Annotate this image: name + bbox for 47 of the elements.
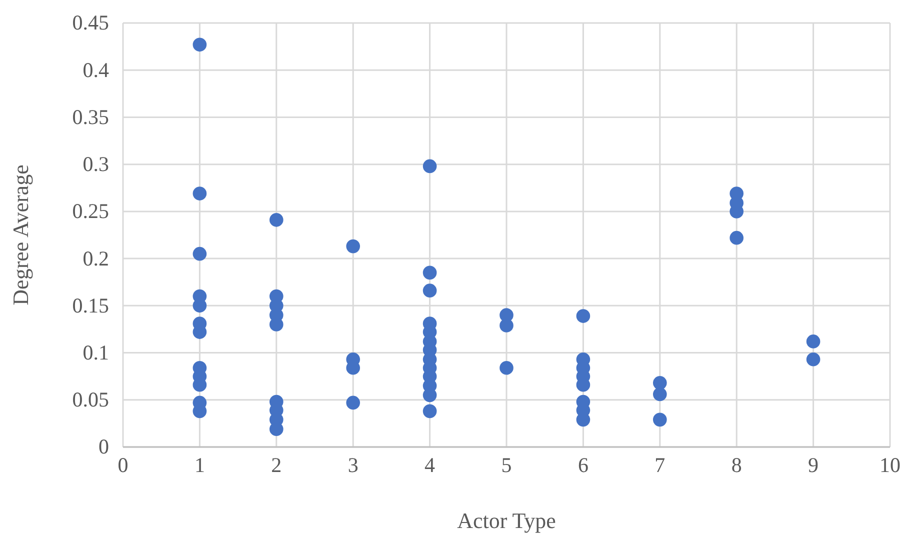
point [346, 239, 360, 254]
y-tick-label: 0.15 [72, 293, 109, 318]
point [269, 422, 284, 436]
point [192, 298, 207, 313]
point [192, 38, 207, 52]
y-tick-label: 0.4 [82, 58, 110, 82]
point [422, 388, 437, 402]
point [422, 159, 437, 174]
y-tick-label: 0.1 [82, 340, 109, 364]
y-tick-label: 0.45 [72, 10, 109, 35]
x-tick-label: 1 [194, 452, 205, 477]
point [576, 309, 590, 323]
x-tick-label: 10 [880, 452, 900, 477]
y-tick-label: 0 [98, 434, 109, 459]
point [192, 246, 207, 261]
point [652, 412, 667, 427]
y-tick-label: 0.3 [82, 152, 109, 176]
point [192, 186, 207, 200]
y-tick-label: 0.35 [72, 104, 109, 129]
x-tick-label: 9 [808, 452, 819, 477]
x-tick-label: 3 [348, 452, 358, 477]
y-axis-title: Degree Average [8, 164, 33, 306]
point [500, 360, 514, 375]
x-axis-title: Actor Type [457, 508, 556, 533]
x-tick-label: 4 [424, 452, 436, 477]
point [652, 376, 667, 390]
y-tick-label: 0.05 [72, 388, 109, 412]
point [806, 352, 820, 366]
point [500, 318, 514, 332]
point [730, 230, 744, 245]
x-tick-label: 6 [578, 452, 588, 477]
x-tick-label: 8 [731, 452, 742, 477]
x-tick-label: 2 [271, 452, 282, 477]
y-tick-label: 0.2 [82, 246, 109, 270]
point [806, 334, 820, 348]
y-tick-label: 0.25 [72, 199, 109, 224]
point [422, 266, 437, 280]
point [576, 412, 590, 427]
point [422, 284, 437, 298]
point [422, 404, 437, 418]
x-tick-label: 5 [501, 452, 512, 477]
point [652, 387, 667, 402]
point [269, 213, 284, 227]
point [269, 318, 284, 332]
x-tick-label: 7 [654, 452, 666, 477]
x-tick-label: 0 [118, 452, 128, 477]
point [346, 396, 360, 410]
